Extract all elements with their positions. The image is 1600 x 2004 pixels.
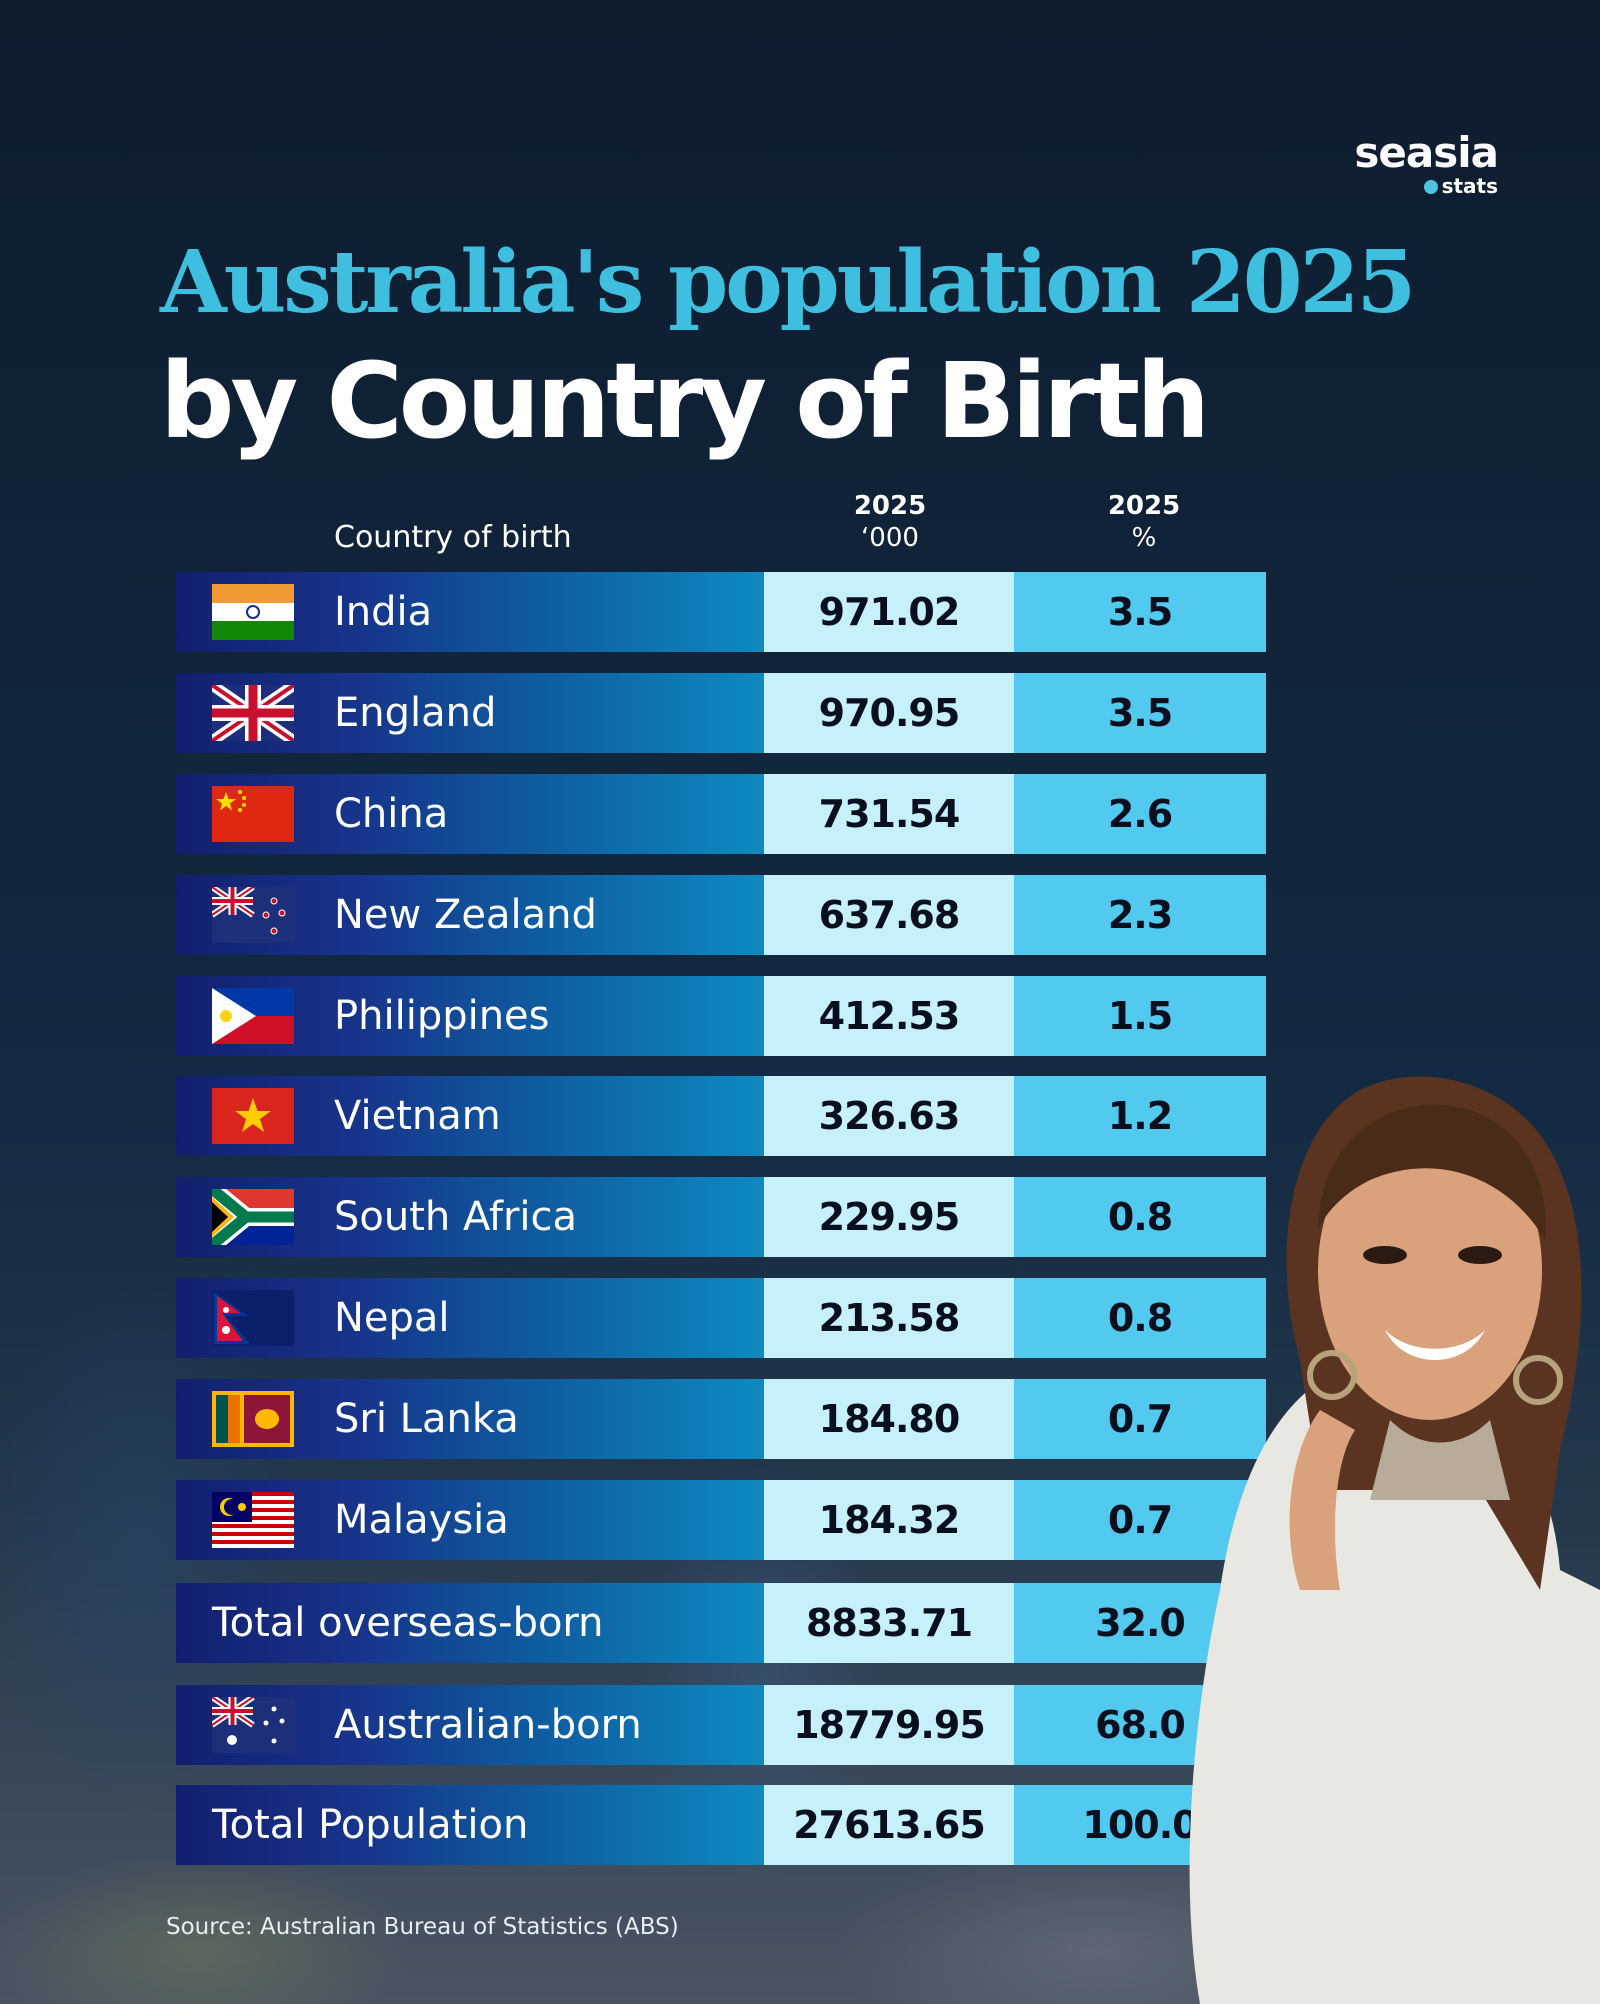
country-cell: Sri Lanka: [176, 1379, 764, 1459]
population-value: 184.80: [764, 1379, 1014, 1459]
population-value: 18779.95: [764, 1685, 1014, 1765]
country-name: Nepal: [334, 1295, 450, 1341]
population-percent: 0.8: [1014, 1278, 1266, 1358]
country-name: New Zealand: [334, 892, 597, 938]
population-percent: 2.6: [1014, 774, 1266, 854]
table-row-sri-lanka: Sri Lanka 184.80 0.7: [176, 1379, 1266, 1459]
population-value: 213.58: [764, 1278, 1014, 1358]
population-value: 326.63: [764, 1076, 1014, 1156]
nepal-flag-icon: [212, 1290, 294, 1346]
malaysia-flag-icon: [212, 1492, 294, 1548]
new-zealand-flag-icon: [212, 887, 294, 943]
table-row-nepal: Nepal 213.58 0.8: [176, 1278, 1266, 1358]
logo-sub: stats: [1354, 176, 1498, 196]
country-cell: Nepal: [176, 1278, 764, 1358]
population-value: 412.53: [764, 976, 1014, 1056]
population-percent: 0.7: [1014, 1379, 1266, 1459]
header-value-unit: ‘000: [861, 523, 919, 553]
country-cell: South Africa: [176, 1177, 764, 1257]
population-value: 229.95: [764, 1177, 1014, 1257]
population-value: 27613.65: [764, 1785, 1014, 1865]
population-value: 184.32: [764, 1480, 1014, 1560]
table-row-south-africa: South Africa 229.95 0.8: [176, 1177, 1266, 1257]
country-cell: Total overseas-born: [176, 1583, 764, 1663]
australia-flag-icon: [212, 1697, 294, 1753]
country-cell: England: [176, 673, 764, 753]
table-row-india: India 971.02 3.5: [176, 572, 1266, 652]
table-row-china: China 731.54 2.6: [176, 774, 1266, 854]
header-percent-unit: %: [1131, 523, 1157, 553]
country-name: Total overseas-born: [212, 1600, 604, 1646]
population-value: 971.02: [764, 572, 1014, 652]
table-row-australian-born: Australian-born 18779.95 68.0: [176, 1685, 1266, 1765]
country-cell: India: [176, 572, 764, 652]
population-percent: 3.5: [1014, 572, 1266, 652]
population-percent: 3.5: [1014, 673, 1266, 753]
country-name: South Africa: [334, 1194, 578, 1240]
country-cell: Vietnam: [176, 1076, 764, 1156]
country-cell: Total Population: [176, 1785, 764, 1865]
country-name: Vietnam: [334, 1093, 501, 1139]
china-flag-icon: [212, 786, 294, 842]
country-name: England: [334, 690, 497, 736]
country-name: Sri Lanka: [334, 1396, 519, 1442]
title-line-2: by Country of Birth: [160, 340, 1210, 462]
header-country: Country of birth: [334, 520, 572, 555]
population-value: 8833.71: [764, 1583, 1014, 1663]
population-value: 970.95: [764, 673, 1014, 753]
country-name: China: [334, 791, 449, 837]
country-name: Total Population: [212, 1802, 529, 1848]
country-cell: China: [176, 774, 764, 854]
vietnam-flag-icon: [212, 1088, 294, 1144]
header-value-year: 2025: [853, 491, 927, 521]
country-name: Philippines: [334, 993, 550, 1039]
header-percent-year: 2025: [1107, 491, 1181, 521]
country-cell: New Zealand: [176, 875, 764, 955]
country-cell: Philippines: [176, 976, 764, 1056]
population-percent: 2.3: [1014, 875, 1266, 955]
uk-flag-icon: [212, 685, 294, 741]
population-percent: 1.2: [1014, 1076, 1266, 1156]
table-row-vietnam: Vietnam 326.63 1.2: [176, 1076, 1266, 1156]
population-value: 731.54: [764, 774, 1014, 854]
table-row-malaysia: Malaysia 184.32 0.7: [176, 1480, 1266, 1560]
population-percent: 1.5: [1014, 976, 1266, 1056]
sri-lanka-flag-icon: [212, 1391, 294, 1447]
country-cell: Australian-born: [176, 1685, 764, 1765]
table-row-new-zealand: New Zealand 637.68 2.3: [176, 875, 1266, 955]
header-percent: 2025 %: [1014, 490, 1274, 554]
population-percent: 0.8: [1014, 1177, 1266, 1257]
logo-word: seasia: [1354, 128, 1499, 177]
country-name: Malaysia: [334, 1497, 509, 1543]
table-row-total-population: Total Population 27613.65 100.0: [176, 1785, 1266, 1865]
table-row-england: England 970.95 3.5: [176, 673, 1266, 753]
seasia-logo: seasia stats: [1354, 128, 1499, 197]
logo-dot-icon: [1423, 180, 1438, 194]
south-africa-flag-icon: [212, 1189, 294, 1245]
title-line-1: Australia's population 2025: [160, 232, 1416, 333]
country-name: Australian-born: [334, 1702, 642, 1748]
country-cell: Malaysia: [176, 1480, 764, 1560]
country-name: India: [334, 589, 433, 635]
table-row-total-overseas-born: Total overseas-born 8833.71 32.0: [176, 1583, 1266, 1663]
presenter-photo: [1189, 1076, 1600, 2004]
philippines-flag-icon: [212, 988, 294, 1044]
population-percent: 0.7: [1014, 1480, 1266, 1560]
header-value: 2025 ‘000: [760, 490, 1020, 554]
logo-sub-text: stats: [1441, 174, 1498, 198]
table-row-philippines: Philippines 412.53 1.5: [176, 976, 1266, 1056]
source-note: Source: Australian Bureau of Statistics …: [166, 1914, 679, 1940]
india-flag-icon: [212, 584, 294, 640]
population-value: 637.68: [764, 875, 1014, 955]
